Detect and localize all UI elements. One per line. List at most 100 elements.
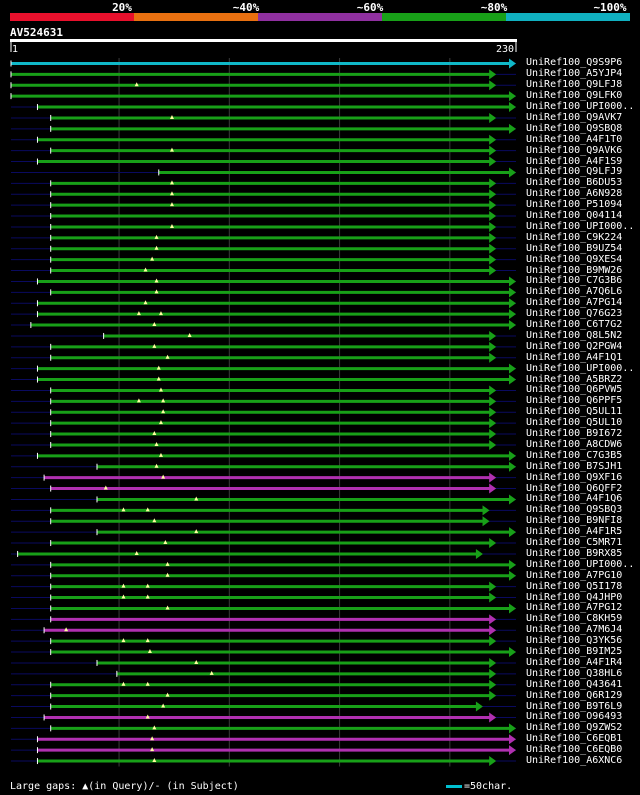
hit-arrow-12 — [489, 178, 497, 189]
hit-label-6[interactable]: UniRef100_Q9AVK7 — [526, 111, 623, 123]
hit-label-54[interactable]: UniRef100_Q3YK56 — [526, 635, 623, 647]
hit-label-52[interactable]: UniRef100_C8KH59 — [526, 613, 623, 625]
hit-arrow-37 — [509, 450, 516, 461]
hit-label-22[interactable]: UniRef100_A7Q6L6 — [526, 286, 623, 298]
hit-arrow-61 — [489, 712, 497, 723]
hit-arrow-17 — [489, 232, 497, 243]
hit-label-32[interactable]: UniRef100_Q6PPF5 — [526, 395, 623, 407]
hit-label-45[interactable]: UniRef100_C5MR71 — [526, 537, 623, 549]
hit-arrow-23 — [509, 298, 516, 309]
hit-label-2[interactable]: UniRef100_A5YJP4 — [526, 68, 623, 80]
hit-label-51[interactable]: UniRef100_A7PG12 — [526, 602, 623, 614]
hit-arrow-38 — [509, 461, 516, 472]
hit-label-34[interactable]: UniRef100_Q5UL10 — [526, 417, 623, 429]
hit-label-24[interactable]: UniRef100_Q76G23 — [526, 308, 623, 320]
scale-segment-3 — [258, 13, 382, 21]
hit-label-60[interactable]: UniRef100_B9T6L9 — [526, 700, 623, 712]
query-title: AV524631 — [10, 26, 63, 39]
hit-label-1[interactable]: UniRef100_Q9S9P6 — [526, 57, 623, 69]
gap-marker-12-1 — [169, 180, 174, 185]
hit-label-47[interactable]: UniRef100_UPI000.. — [526, 558, 635, 570]
hit-label-57[interactable]: UniRef100_Q38HL6 — [526, 667, 623, 679]
hit-label-8[interactable]: UniRef100_A4F1T0 — [526, 133, 623, 145]
hit-label-4[interactable]: UniRef100_Q9LFK0 — [526, 90, 623, 102]
hit-label-16[interactable]: UniRef100_UPI000.. — [526, 220, 635, 232]
gap-marker-34-1 — [158, 420, 163, 425]
hit-arrow-25 — [509, 320, 516, 331]
hit-label-58[interactable]: UniRef100_Q43641 — [526, 678, 623, 690]
hit-label-63[interactable]: UniRef100_C6EQB1 — [526, 733, 623, 745]
hit-label-59[interactable]: UniRef100_Q6R129 — [526, 689, 623, 701]
scale-legend: =50char. — [446, 781, 512, 792]
hit-label-27[interactable]: UniRef100_Q2PGW4 — [526, 340, 623, 352]
hit-label-43[interactable]: UniRef100_B9NFI8 — [526, 515, 623, 527]
hit-arrow-58 — [489, 679, 497, 690]
hit-arrow-27 — [489, 341, 497, 352]
hit-label-44[interactable]: UniRef100_A4F1R5 — [526, 526, 623, 538]
hit-label-35[interactable]: UniRef100_B9I672 — [526, 428, 623, 440]
hit-label-55[interactable]: UniRef100_B9IM25 — [526, 646, 623, 658]
hit-label-49[interactable]: UniRef100_Q5I178 — [526, 580, 623, 592]
hit-label-56[interactable]: UniRef100_A4F1R4 — [526, 656, 623, 668]
hit-label-12[interactable]: UniRef100_B6DU53 — [526, 177, 623, 189]
hit-arrow-51 — [509, 603, 516, 614]
hit-label-42[interactable]: UniRef100_Q9SBQ3 — [526, 504, 623, 516]
hit-label-25[interactable]: UniRef100_C6T7G2 — [526, 319, 623, 331]
hit-label-18[interactable]: UniRef100_B9UZ54 — [526, 242, 623, 254]
scale-label-3: ~60% — [356, 1, 384, 14]
hit-label-28[interactable]: UniRef100_A4F1Q1 — [526, 351, 623, 363]
hit-label-30[interactable]: UniRef100_A5BRZ2 — [526, 373, 623, 385]
hit-arrow-30 — [509, 374, 516, 385]
hit-arrow-11 — [509, 167, 516, 178]
gap-marker-25-1 — [152, 322, 157, 327]
hit-label-15[interactable]: UniRef100_Q04114 — [526, 210, 623, 222]
hit-label-23[interactable]: UniRef100_A7PG14 — [526, 297, 623, 309]
hit-label-17[interactable]: UniRef100_C9K224 — [526, 231, 623, 243]
hit-label-9[interactable]: UniRef100_Q9AVK6 — [526, 144, 623, 156]
hit-label-61[interactable]: UniRef100_O96493 — [526, 711, 623, 723]
hit-label-62[interactable]: UniRef100_Q9ZWS2 — [526, 722, 623, 734]
gap-marker-33-1 — [161, 409, 166, 414]
hit-label-39[interactable]: UniRef100_Q9XF16 — [526, 471, 623, 483]
hit-label-3[interactable]: UniRef100_Q9LFJ8 — [526, 79, 623, 91]
hit-label-14[interactable]: UniRef100_P51094 — [526, 199, 623, 211]
hit-label-50[interactable]: UniRef100_Q4JHP0 — [526, 591, 623, 603]
hit-label-7[interactable]: UniRef100_Q9SBQ8 — [526, 122, 623, 134]
gap-marker-54-1 — [121, 638, 126, 643]
gap-legend-text: Large gaps: ▲(in Query)/- (in Subject) — [10, 781, 239, 792]
hit-label-10[interactable]: UniRef100_A4F1S9 — [526, 155, 623, 167]
hit-label-40[interactable]: UniRef100_Q6QFF2 — [526, 482, 623, 494]
hit-arrow-21 — [509, 276, 516, 287]
hit-label-41[interactable]: UniRef100_A4F1Q6 — [526, 493, 623, 505]
hit-label-36[interactable]: UniRef100_A8CDW6 — [526, 438, 623, 450]
gap-marker-49-2 — [145, 583, 150, 588]
hit-label-11[interactable]: UniRef100_Q9LFJ9 — [526, 166, 623, 178]
hit-label-38[interactable]: UniRef100_B7SJH1 — [526, 460, 623, 472]
hit-arrow-22 — [509, 287, 516, 298]
hit-label-19[interactable]: UniRef100_Q9XES4 — [526, 253, 623, 265]
hit-label-21[interactable]: UniRef100_C7G3B6 — [526, 275, 623, 287]
hit-label-64[interactable]: UniRef100_C6EQB0 — [526, 744, 623, 756]
hit-label-31[interactable]: UniRef100_Q6PVW5 — [526, 384, 623, 396]
gap-marker-31-1 — [158, 387, 163, 392]
hit-label-53[interactable]: UniRef100_A7M6J4 — [526, 624, 623, 636]
gap-marker-60-1 — [161, 703, 166, 708]
hit-arrow-20 — [489, 265, 497, 276]
scale-legend-bar — [446, 784, 462, 788]
hit-label-29[interactable]: UniRef100_UPI000.. — [526, 362, 635, 374]
hit-label-48[interactable]: UniRef100_A7PG10 — [526, 569, 623, 581]
hit-arrow-44 — [509, 527, 516, 538]
hit-arrow-7 — [509, 123, 516, 134]
hit-label-13[interactable]: UniRef100_A6N928 — [526, 188, 623, 200]
hit-arrow-35 — [489, 429, 497, 440]
hit-label-65[interactable]: UniRef100_A6XNC6 — [526, 755, 623, 767]
hit-label-20[interactable]: UniRef100_B9MW26 — [526, 264, 623, 276]
scale-label-5: ~100% — [593, 1, 627, 14]
hit-label-5[interactable]: UniRef100_UPI000.. — [526, 101, 635, 113]
hit-label-37[interactable]: UniRef100_C7G3B5 — [526, 449, 623, 461]
gap-marker-40-1 — [103, 485, 108, 490]
hit-arrow-40 — [489, 483, 497, 494]
hit-label-46[interactable]: UniRef100_B9RX85 — [526, 547, 623, 559]
hit-label-33[interactable]: UniRef100_Q5UL11 — [526, 406, 623, 418]
hit-label-26[interactable]: UniRef100_Q8L5N2 — [526, 329, 623, 341]
